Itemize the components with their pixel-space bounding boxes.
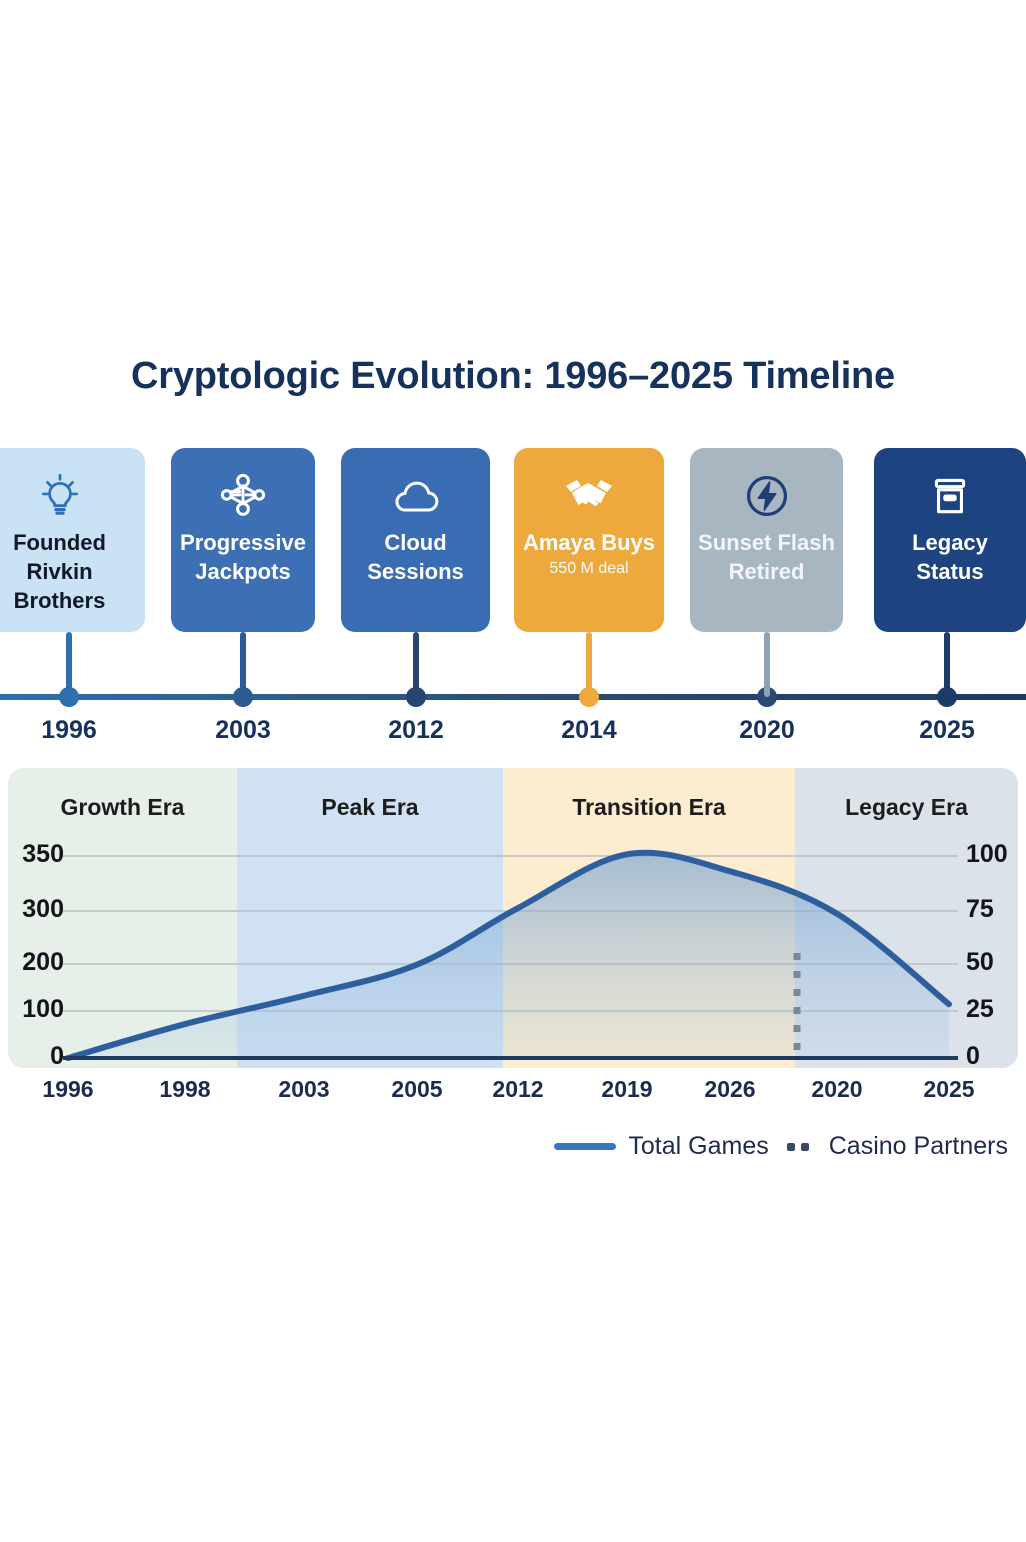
lightning-bolt-circle-icon (741, 470, 793, 522)
x-tick: 2003 (278, 1076, 330, 1102)
chart-plot (63, 849, 958, 1061)
timeline-year-2012: 2012 (388, 716, 444, 744)
timeline-card-2025[interactable]: Legacy Status (874, 448, 1026, 632)
legend-line-swatch (554, 1143, 617, 1150)
timeline-card-2003[interactable]: Progressive Jackpots (171, 448, 315, 632)
timeline-connector-2020 (764, 632, 770, 697)
page-title: Cryptologic Evolution: 1996–2025 Timelin… (130, 355, 895, 397)
era-label: Transition Era (572, 794, 726, 820)
archive-box-icon (925, 470, 975, 522)
y-right-tick: 0 (966, 1042, 980, 1070)
timeline-connector-2012 (413, 632, 419, 697)
timeline-connector-2003 (240, 632, 246, 697)
network-nodes-icon (217, 470, 269, 522)
cloud-icon (389, 470, 443, 522)
x-tick: 2026 (704, 1076, 756, 1102)
y-left-tick: 0 (50, 1042, 64, 1070)
x-tick: 2012 (492, 1076, 544, 1102)
chart-panel: Growth Era Peak Era Transition Era Legacy E… (8, 768, 1018, 1068)
timeline-year-2020: 2020 (739, 716, 795, 744)
timeline-year-2025: 2025 (919, 716, 975, 744)
y-right-tick: 100 (966, 840, 1008, 868)
timeline-year-2014: 2014 (561, 716, 617, 744)
x-tick: 2019 (601, 1076, 653, 1102)
era-label: Peak Era (321, 794, 419, 820)
timeline-card-title: Amaya Buys (522, 530, 656, 555)
timeline-card-1996[interactable]: Founded Rivkin Brothers (0, 448, 145, 632)
x-tick: 2020 (811, 1076, 863, 1102)
lightbulb-icon (35, 470, 85, 522)
timeline-card-title: Sunset Flash Retired (698, 530, 835, 585)
timeline-connector-2025 (944, 632, 950, 697)
timeline-dot-1996[interactable] (59, 687, 79, 707)
y-left-tick: 200 (22, 948, 64, 976)
timeline-card-title: Progressive Jackpots (180, 530, 306, 585)
y-left-tick: 300 (22, 895, 64, 923)
timeline-year-1996: 1996 (41, 716, 97, 744)
timeline-dot-2012[interactable] (406, 687, 426, 707)
chart-legend: Total Games Casino Partners (0, 1132, 1026, 1161)
total-games-line (65, 849, 952, 1061)
y-right-tick: 25 (966, 995, 994, 1023)
x-tick: 1996 (42, 1076, 94, 1102)
legend-item-casino-partners[interactable]: Casino Partners (786, 1132, 1008, 1161)
x-tick: 1998 (159, 1076, 211, 1102)
timeline-dot-2025[interactable] (937, 687, 957, 707)
legend-item-total-games[interactable]: Total Games (554, 1132, 769, 1161)
handshake-icon (561, 470, 617, 522)
x-tick: 2025 (923, 1076, 975, 1102)
timeline-axis (0, 694, 1026, 700)
y-left-tick: 100 (22, 995, 64, 1023)
timeline-connector-2014 (586, 632, 592, 697)
legend-label: Casino Partners (828, 1132, 1008, 1160)
timeline-cards: Founded Rivkin Brothers Progressive Jack… (0, 448, 1026, 638)
timeline-card-title: Legacy Status (912, 530, 988, 585)
x-tick: 2005 (391, 1076, 443, 1102)
y-left-tick: 350 (22, 840, 64, 868)
timeline-connector-1996 (66, 632, 72, 697)
timeline: Founded Rivkin Brothers Progressive Jack… (0, 448, 1026, 748)
timeline-card-title: Founded Rivkin Brothers (13, 530, 106, 614)
timeline-card-title: Cloud Sessions (367, 530, 464, 585)
timeline-card-2012[interactable]: Cloud Sessions (341, 448, 490, 632)
timeline-dot-2020[interactable] (757, 687, 777, 707)
y-right-tick: 75 (966, 895, 994, 923)
timeline-year-2003: 2003 (215, 716, 271, 744)
timeline-card-2014[interactable]: Amaya Buys 550 M deal (514, 448, 664, 632)
timeline-dot-2014[interactable] (579, 687, 599, 707)
timeline-card-2020[interactable]: Sunset Flash Retired (690, 448, 843, 632)
era-label: Legacy Era (845, 794, 968, 820)
timeline-dot-2003[interactable] (233, 687, 253, 707)
timeline-card-subtitle: 550 M deal (549, 560, 629, 578)
legend-dotted-swatch (786, 1142, 817, 1151)
legend-label: Total Games (628, 1132, 769, 1160)
total-games-area (68, 852, 949, 1058)
y-right-tick: 50 (966, 948, 994, 976)
era-label: Growth Era (60, 794, 185, 820)
